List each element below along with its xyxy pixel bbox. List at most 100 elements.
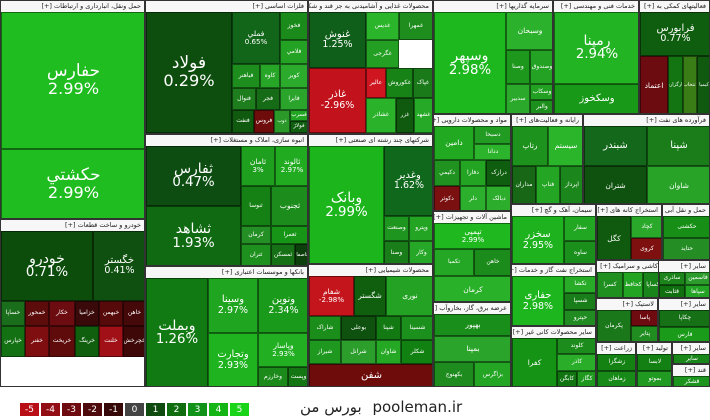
stock-tile[interactable]: بوعلی [341, 316, 376, 340]
stock-tile[interactable]: ثتران [241, 244, 271, 265]
stock-tile[interactable]: خگستر 0.41% [93, 231, 144, 301]
stock-tile[interactable]: شفام -2.98% [309, 276, 354, 316]
stock-tile[interactable]: شفن [309, 364, 432, 386]
stock-tile[interactable]: وسپهر 2.98% [434, 12, 506, 113]
stock-tile[interactable]: فروس [254, 110, 274, 133]
stock-tile[interactable]: خاهن [123, 301, 144, 326]
stock-tile[interactable]: شگستر [354, 276, 386, 316]
stock-tile[interactable]: بموتو [637, 371, 671, 386]
stock-tile[interactable]: ددانا [474, 144, 510, 160]
stock-tile[interactable]: انتخاب [683, 56, 697, 113]
stock-tile[interactable]: وتجارت 2.93% [208, 333, 258, 386]
stock-tile[interactable]: وخارزم [258, 367, 288, 386]
stock-tile[interactable]: کفرا [512, 338, 557, 386]
stock-tile[interactable]: ثنوسا [241, 186, 271, 226]
stock-tile[interactable]: سایر [673, 354, 709, 363]
stock-tile[interactable]: حفارس 2.99% [1, 12, 144, 149]
stock-tile[interactable]: سفار [564, 216, 595, 241]
stock-tile[interactable]: شاراک [309, 316, 341, 340]
stock-tile[interactable]: حکشتی [663, 216, 709, 238]
stock-tile[interactable]: وکار [409, 241, 432, 263]
stock-tile[interactable]: ونوین 2.34% [258, 278, 307, 333]
stock-tile[interactable]: غکوروش [386, 68, 413, 98]
stock-tile[interactable]: شسینا [401, 316, 432, 340]
stock-tile[interactable]: فايرا [280, 88, 307, 110]
stock-tile[interactable]: پتایر [631, 326, 657, 341]
stock-tile[interactable]: فملي 0.65% [232, 12, 280, 64]
stock-tile[interactable]: شیراز [309, 340, 341, 364]
stock-tile[interactable]: تکشا [564, 276, 595, 293]
stock-tile[interactable]: وصنعت [384, 216, 409, 241]
stock-tile[interactable]: پکرمان [597, 310, 631, 341]
stock-tile[interactable]: دبالک [486, 186, 510, 210]
stock-tile[interactable]: خپارس [1, 326, 25, 357]
stock-tile[interactable]: غپاک [413, 68, 432, 98]
stock-tile[interactable]: کروی [631, 238, 661, 259]
stock-tile[interactable]: سخزر 2.95% [512, 216, 564, 263]
stock-tile[interactable]: بمپنا [434, 336, 510, 362]
stock-tile[interactable]: قثابت [659, 285, 685, 297]
stock-tile[interactable]: فارس [659, 327, 709, 341]
stock-tile[interactable]: بهپور [434, 314, 510, 336]
stock-tile[interactable]: حکشتي 2.99% [1, 149, 144, 218]
stock-tile[interactable]: وبملت 1.26% [146, 278, 208, 386]
stock-tile[interactable]: نوری [386, 276, 432, 316]
stock-tile[interactable]: خلنت [99, 326, 123, 357]
stock-tile[interactable]: وسکخوز [554, 84, 638, 113]
stock-tile[interactable]: ساوه [564, 241, 595, 263]
stock-tile[interactable]: والبر [530, 100, 552, 113]
stock-tile[interactable]: ساذری [659, 272, 685, 285]
stock-tile[interactable]: فخوز [280, 12, 307, 40]
stock-tile[interactable]: کاذر [557, 354, 595, 371]
stock-tile[interactable]: خفنر [25, 326, 49, 357]
stock-tile[interactable]: خبهمن [99, 301, 123, 326]
stock-tile[interactable]: وپاسار 2.93% [258, 333, 307, 367]
stock-tile[interactable]: فلامي [280, 40, 307, 64]
stock-tile[interactable]: شپنا [647, 126, 709, 166]
stock-tile[interactable]: کلوند [557, 338, 595, 354]
stock-tile[interactable]: ثمسکن [271, 244, 295, 265]
stock-tile[interactable]: خریخت [49, 326, 75, 357]
stock-tile[interactable]: رتاپ [512, 126, 548, 166]
stock-tile[interactable]: چکاپا [659, 310, 709, 327]
stock-tile[interactable]: خاهن [474, 249, 510, 276]
stock-tile[interactable]: سیستم [548, 126, 582, 166]
stock-tile[interactable]: رمپنا 2.94% [554, 12, 638, 84]
stock-tile[interactable]: وصنا [506, 50, 530, 84]
stock-tile[interactable]: شبندر [584, 126, 647, 166]
stock-tile[interactable]: کاوه [260, 64, 280, 88]
stock-tile[interactable]: شتران [584, 166, 647, 203]
stock-tile[interactable]: کیمیا [697, 56, 709, 113]
stock-tile[interactable]: غمهرا [399, 12, 432, 40]
stock-tile[interactable]: قشکر [673, 376, 709, 386]
stock-tile[interactable]: فنوال [232, 88, 256, 110]
stock-tile[interactable]: ثجنوب [271, 186, 307, 226]
stock-tile[interactable]: وبانک 2.99% [309, 146, 384, 263]
stock-tile[interactable]: سپاها [685, 285, 709, 297]
stock-tile[interactable]: کگل [597, 216, 631, 259]
site-brand[interactable]: بورس من pooleman.ir [300, 398, 462, 416]
stock-tile[interactable]: سدبير [506, 84, 530, 113]
stock-tile[interactable]: فباهنر [232, 64, 260, 88]
stock-tile[interactable]: غشهد [414, 98, 432, 133]
stock-tile[interactable]: خمحور [25, 301, 49, 326]
stock-tile[interactable]: دامين [434, 126, 474, 160]
stock-tile[interactable]: حتاید [663, 238, 709, 259]
stock-tile[interactable]: غزر [396, 98, 414, 133]
stock-tile[interactable]: حپترو [564, 310, 595, 325]
stock-tile[interactable]: وسکاب [530, 84, 552, 100]
stock-tile[interactable]: دکوثر [434, 186, 460, 210]
stock-tile[interactable]: فولاد 0.29% [146, 12, 232, 133]
stock-tile[interactable]: شکلر [401, 340, 432, 364]
stock-tile[interactable]: وسینا 2.97% [208, 278, 258, 333]
stock-tile[interactable]: خکار [49, 301, 75, 326]
stock-tile[interactable]: ثعمرا [271, 226, 307, 244]
stock-tile[interactable]: عالیر [366, 68, 386, 98]
stock-tile[interactable]: حفاری 2.98% [512, 276, 564, 325]
stock-tile[interactable]: وسبحان [506, 12, 552, 50]
stock-tile[interactable]: شاوان [376, 340, 401, 364]
stock-tile[interactable]: غشاذر [366, 98, 396, 133]
stock-tile[interactable]: فاسمین [685, 272, 709, 285]
stock-tile[interactable]: لابسا [637, 354, 671, 371]
stock-tile[interactable]: کچاد [631, 216, 661, 238]
